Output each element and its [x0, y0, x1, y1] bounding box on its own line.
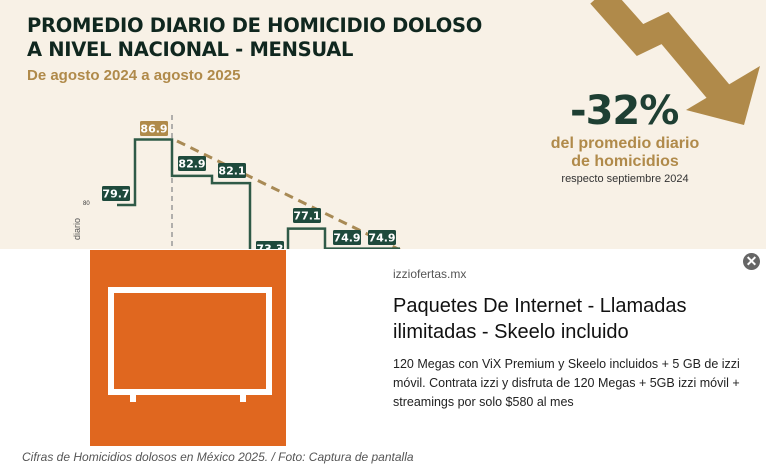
highlight-desc-line2: de homicidios: [571, 153, 679, 170]
decline-arrowhead: [686, 66, 760, 125]
close-icon[interactable]: ✕: [743, 253, 760, 270]
data-label-box: [333, 230, 361, 245]
highlight-value: -32%: [570, 88, 679, 134]
chart-image: PROMEDIO DIARIO DE HOMICIDIO DOLOSO A NI…: [0, 0, 766, 249]
trend-line: [176, 139, 401, 249]
data-label-box: [178, 156, 206, 171]
ad-source[interactable]: izziofertas.mx: [393, 267, 467, 281]
ad-thumbnail[interactable]: [90, 250, 286, 446]
data-label-box: [102, 186, 130, 201]
tv-leg-left: [130, 390, 136, 402]
data-label-box: [218, 163, 246, 178]
data-label: 86.9: [140, 123, 167, 136]
data-label-box: [293, 208, 321, 223]
highlight-desc-line1: del promedio diario: [550, 135, 700, 152]
data-label: 74.9: [333, 232, 360, 245]
chart-title-line1: PROMEDIO DIARIO DE HOMICIDIO DOLOSO: [27, 14, 483, 37]
tv-icon: [108, 287, 272, 395]
ad-description: 120 Megas con ViX Premium y Skeelo inclu…: [393, 357, 740, 409]
data-label: 79.7: [102, 188, 129, 201]
data-label: 82.1: [218, 165, 245, 178]
data-label: 74.9: [368, 232, 395, 245]
y-tick-label: 80: [83, 201, 90, 207]
y-axis-label: diario: [72, 218, 82, 240]
series-line: [117, 138, 400, 249]
data-label: 82.9: [178, 158, 205, 171]
image-caption: Cifras de Homicidios dolosos en México 2…: [22, 450, 414, 464]
chart-svg: 79.7 86.9 82.9 82.1 73.3 77.1 74.9 74.9 80 diario: [72, 0, 760, 250]
data-label-box: [256, 241, 284, 249]
ad-banner[interactable]: izziofertas.mx Paquetes De Internet - Ll…: [0, 249, 766, 447]
highlight-note: respecto septiembre 2024: [561, 173, 689, 185]
data-label: 77.1: [293, 210, 320, 223]
data-label-box: [140, 121, 168, 136]
chart-title-line2: A NIVEL NACIONAL - MENSUAL: [27, 38, 354, 61]
data-label: 73.3: [256, 243, 283, 250]
data-label-box: [368, 230, 396, 245]
chart-subtitle: De agosto 2024 a agosto 2025: [27, 67, 241, 84]
ad-title[interactable]: Paquetes De Internet - Llamadas ilimitad…: [393, 295, 687, 343]
decline-arrow-icon: [590, 0, 732, 105]
tv-leg-right: [240, 390, 246, 402]
